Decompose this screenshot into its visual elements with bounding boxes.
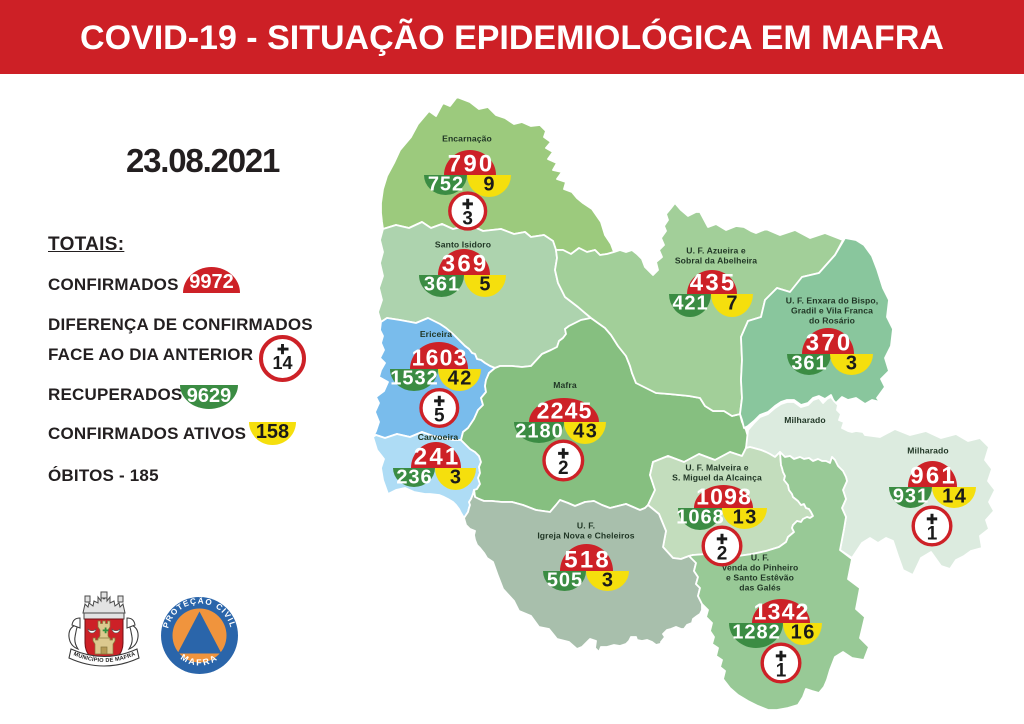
svg-text:U. F.: U. F. (751, 553, 769, 563)
svg-text:7: 7 (726, 293, 739, 315)
svg-text:Encarnação: Encarnação (442, 134, 492, 144)
svg-text:5: 5 (479, 274, 492, 296)
svg-text:1603: 1603 (412, 345, 468, 371)
svg-text:2: 2 (717, 544, 728, 565)
svg-text:3: 3 (450, 467, 463, 489)
svg-text:369: 369 (442, 251, 489, 278)
svg-text:752: 752 (428, 174, 464, 196)
svg-text:Sobral da Abelheira: Sobral da Abelheira (675, 256, 757, 266)
svg-text:421: 421 (672, 293, 708, 315)
svg-text:1068: 1068 (676, 507, 725, 529)
svg-text:1282: 1282 (732, 622, 781, 644)
svg-text:S. Miguel da Alcainça: S. Miguel da Alcainça (672, 473, 762, 483)
svg-text:das Galés: das Galés (739, 583, 781, 593)
svg-text:5: 5 (434, 406, 445, 427)
svg-text:361: 361 (791, 353, 827, 375)
svg-text:2245: 2245 (537, 398, 593, 424)
svg-text:Milharado: Milharado (784, 415, 826, 425)
svg-text:Ericeira: Ericeira (420, 329, 452, 339)
svg-text:16: 16 (791, 622, 816, 644)
svg-text:1532: 1532 (390, 368, 439, 390)
svg-text:U. F.: U. F. (577, 521, 595, 531)
svg-text:370: 370 (806, 330, 853, 357)
svg-text:14: 14 (942, 486, 967, 508)
svg-text:961: 961 (910, 463, 957, 490)
svg-text:43: 43 (573, 421, 598, 443)
svg-text:1342: 1342 (754, 599, 810, 625)
svg-text:790: 790 (448, 151, 495, 178)
svg-text:do Rosário: do Rosário (809, 316, 855, 326)
svg-text:U. F. Azueira e: U. F. Azueira e (686, 246, 746, 256)
svg-text:Igreja Nova e Cheleiros: Igreja Nova e Cheleiros (537, 531, 634, 541)
svg-text:236: 236 (396, 467, 432, 489)
svg-text:Venda do Pinheiro: Venda do Pinheiro (722, 563, 799, 573)
svg-text:2: 2 (558, 458, 569, 479)
svg-text:1: 1 (776, 661, 787, 682)
svg-text:435: 435 (690, 270, 737, 297)
svg-text:Milharado: Milharado (907, 446, 949, 456)
svg-text:Gradil e Vila Franca: Gradil e Vila Franca (791, 306, 873, 316)
svg-text:2180: 2180 (515, 421, 564, 443)
svg-text:1098: 1098 (696, 484, 752, 510)
svg-text:42: 42 (448, 368, 473, 390)
svg-text:518: 518 (564, 547, 611, 574)
svg-text:3: 3 (462, 209, 473, 230)
svg-text:U. F. Malveira e: U. F. Malveira e (685, 463, 748, 473)
svg-text:3: 3 (846, 353, 859, 375)
svg-text:3: 3 (602, 570, 615, 592)
svg-text:Santo Isidoro: Santo Isidoro (435, 240, 491, 250)
svg-text:931: 931 (893, 486, 929, 508)
svg-text:361: 361 (424, 274, 460, 296)
svg-text:e Santo Estêvão: e Santo Estêvão (726, 573, 794, 583)
svg-text:U. F. Enxara do Bispo,: U. F. Enxara do Bispo, (786, 296, 878, 306)
svg-text:Carvoeira: Carvoeira (418, 432, 459, 442)
svg-text:241: 241 (414, 444, 461, 471)
svg-text:1: 1 (927, 524, 938, 545)
svg-text:9: 9 (483, 174, 496, 196)
svg-text:Mafra: Mafra (553, 380, 577, 390)
svg-text:13: 13 (733, 507, 758, 529)
svg-text:505: 505 (547, 570, 583, 592)
